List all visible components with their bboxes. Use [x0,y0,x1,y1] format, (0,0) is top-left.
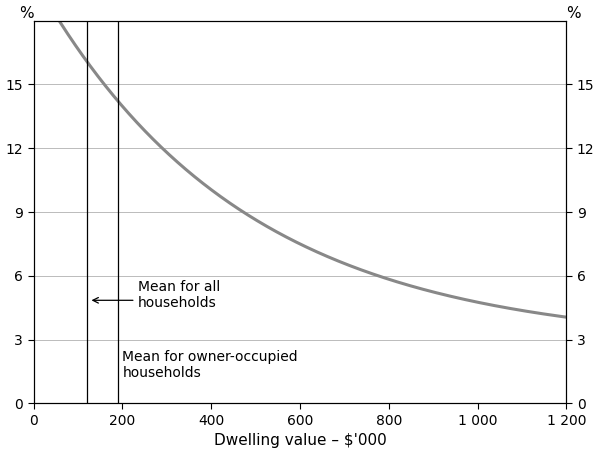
X-axis label: Dwelling value – $'000: Dwelling value – $'000 [214,434,386,449]
Text: Mean for all
households: Mean for all households [138,280,220,310]
Text: %: % [19,5,34,20]
Text: %: % [566,5,581,20]
Text: Mean for owner-occupied
households: Mean for owner-occupied households [122,350,298,380]
